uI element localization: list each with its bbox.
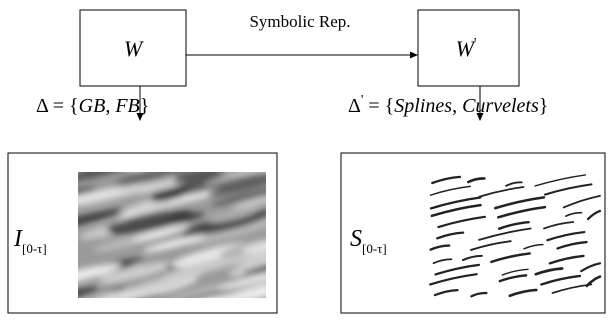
diagram: W W' Symbolic Rep. Δ = {GB, FB} Δ' = {Sp… bbox=[0, 0, 613, 320]
node-label: W' bbox=[456, 36, 477, 61]
operator-part: Δ = { bbox=[36, 95, 79, 117]
panel-label-main: S bbox=[350, 226, 362, 252]
node-prime: ' bbox=[474, 36, 477, 51]
operator-label: Δ = {GB, FB} bbox=[36, 95, 149, 117]
panel-subscript: [0-τ] bbox=[22, 241, 47, 256]
operator-part: = { bbox=[363, 95, 394, 117]
operator-part: Splines bbox=[394, 95, 452, 117]
operator-part: , bbox=[452, 95, 462, 117]
panel-subscript: [0-τ] bbox=[362, 241, 387, 256]
operator-part: } bbox=[539, 95, 549, 117]
operator-part: Curvelets bbox=[462, 95, 539, 117]
node-label: W bbox=[124, 36, 144, 61]
operator-part: FB bbox=[114, 95, 139, 117]
operator-part: Δ bbox=[348, 95, 361, 117]
node-label-main: W bbox=[456, 36, 476, 61]
operator-part: , bbox=[105, 95, 115, 117]
operator-part: GB bbox=[79, 95, 106, 117]
operator-label: Δ' = {Splines, Curvelets} bbox=[348, 93, 548, 117]
edge-label: Symbolic Rep. bbox=[249, 12, 350, 31]
operator-part: } bbox=[140, 95, 150, 117]
page: {"edge": {"label": "Symbolic Rep."}, "no… bbox=[0, 0, 613, 320]
